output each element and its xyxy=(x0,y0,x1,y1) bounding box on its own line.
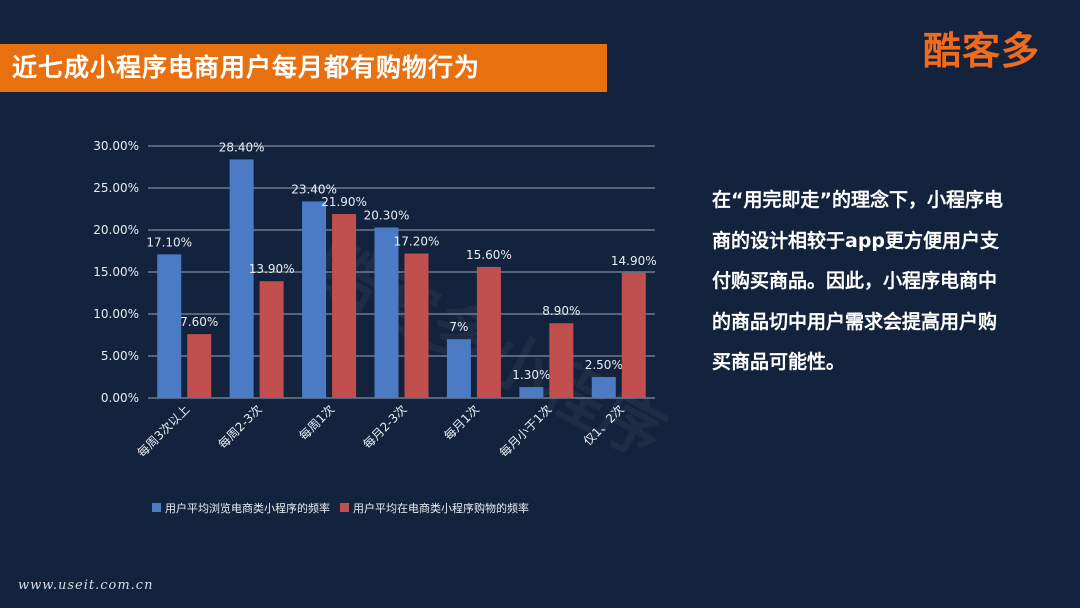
data-label: 8.90% xyxy=(542,304,580,318)
x-tick-label: 每周1次 xyxy=(296,402,337,443)
y-tick-label: 15.00% xyxy=(93,265,139,279)
data-label: 15.60% xyxy=(466,248,512,262)
x-tick-label: 每月1次 xyxy=(441,402,482,443)
bar xyxy=(621,272,646,398)
data-label: 28.40% xyxy=(219,140,265,154)
footer-url: www.useit.com.cn xyxy=(18,578,154,593)
data-label: 1.30% xyxy=(512,368,550,382)
x-tick-label: 每周2-3次 xyxy=(215,402,265,452)
data-label: 14.90% xyxy=(611,254,657,268)
data-label: 2.50% xyxy=(585,358,623,372)
data-label: 21.90% xyxy=(321,195,367,209)
bar xyxy=(519,387,544,398)
data-label: 17.20% xyxy=(394,235,440,249)
bar xyxy=(259,281,284,398)
bar xyxy=(302,201,327,398)
bar xyxy=(332,214,357,398)
bar xyxy=(374,227,399,398)
legend-label: 用户平均在电商类小程序购物的频率 xyxy=(353,501,529,515)
bar xyxy=(157,254,182,398)
bar xyxy=(476,266,501,398)
bar xyxy=(446,339,471,398)
y-tick-label: 10.00% xyxy=(93,307,139,321)
bar xyxy=(549,323,574,398)
x-tick-label: 仅1、2次 xyxy=(581,402,627,448)
y-tick-label: 5.00% xyxy=(101,349,139,363)
bar xyxy=(591,377,616,398)
data-label: 7% xyxy=(449,320,468,334)
data-label: 13.90% xyxy=(249,262,295,276)
x-tick-label: 每周3次以上 xyxy=(134,402,192,460)
bar xyxy=(229,159,254,398)
data-label: 17.10% xyxy=(146,235,192,249)
data-label: 7.60% xyxy=(180,315,218,329)
x-tick-label: 每月小于1次 xyxy=(496,402,554,460)
legend-swatch xyxy=(340,503,349,512)
x-tick-label: 每月2-3次 xyxy=(360,402,410,452)
bar xyxy=(187,334,212,398)
legend-label: 用户平均浏览电商类小程序的频率 xyxy=(165,501,330,515)
data-label: 20.30% xyxy=(364,208,410,222)
bar xyxy=(404,253,429,398)
title-bar: 近七成小程序电商用户每月都有购物行为 xyxy=(0,44,607,92)
y-tick-label: 25.00% xyxy=(93,181,139,195)
y-tick-label: 30.00% xyxy=(93,139,139,153)
brand-logo: 酷客多 xyxy=(922,29,1040,73)
legend-swatch xyxy=(152,503,161,512)
side-description: 在“用完即走”的理念下，小程序电商的设计相较于app更方便用户支付购买商品。因此… xyxy=(712,189,1003,373)
y-tick-label: 0.00% xyxy=(101,391,139,405)
page-title: 近七成小程序电商用户每月都有购物行为 xyxy=(12,53,481,82)
y-tick-label: 20.00% xyxy=(93,223,139,237)
data-label: 23.40% xyxy=(291,182,337,196)
